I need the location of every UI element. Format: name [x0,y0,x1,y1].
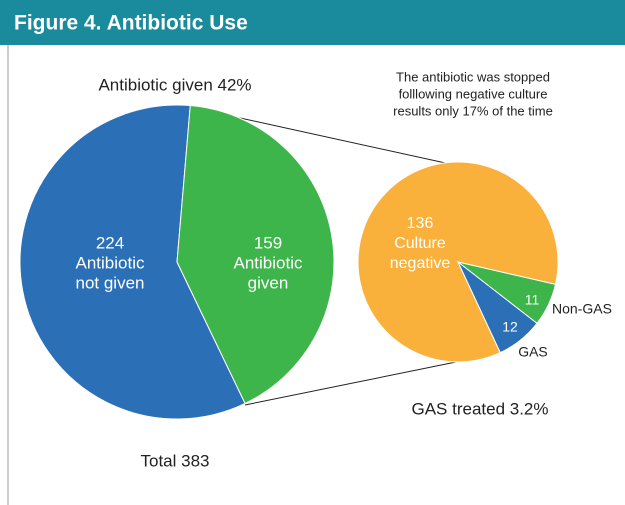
value-label: 12 [502,319,518,335]
slice-label: GAS [518,344,548,360]
value-label: 136 [407,215,434,232]
slice-label: not given [76,273,145,292]
annotation: results only 17% of the time [393,103,553,118]
chart-title: Figure 4. Antibiotic Use [14,12,248,35]
footnote: GAS treated 3.2% [411,399,548,418]
pie-slice [19,104,246,420]
title-bar [0,0,625,45]
slice-label: Antibiotic [234,253,303,272]
pie-slice [176,105,335,405]
slice-label: Culture [394,235,446,252]
value-label: 224 [96,233,124,252]
slice-label: Antibiotic [76,253,145,272]
annotation: folllowing negative culture [399,86,548,101]
value-label: 11 [525,292,540,308]
slice-label: negative [390,255,451,272]
value-label: 159 [254,233,282,252]
connector [244,361,457,406]
annotation: The antibiotic was stopped [396,69,550,84]
total-label: Total 383 [141,451,210,470]
slice-label: Non-GAS [552,301,612,317]
annotation: Antibiotic given 42% [98,75,251,94]
pie-slice [457,261,538,354]
slice-label: given [248,273,289,292]
